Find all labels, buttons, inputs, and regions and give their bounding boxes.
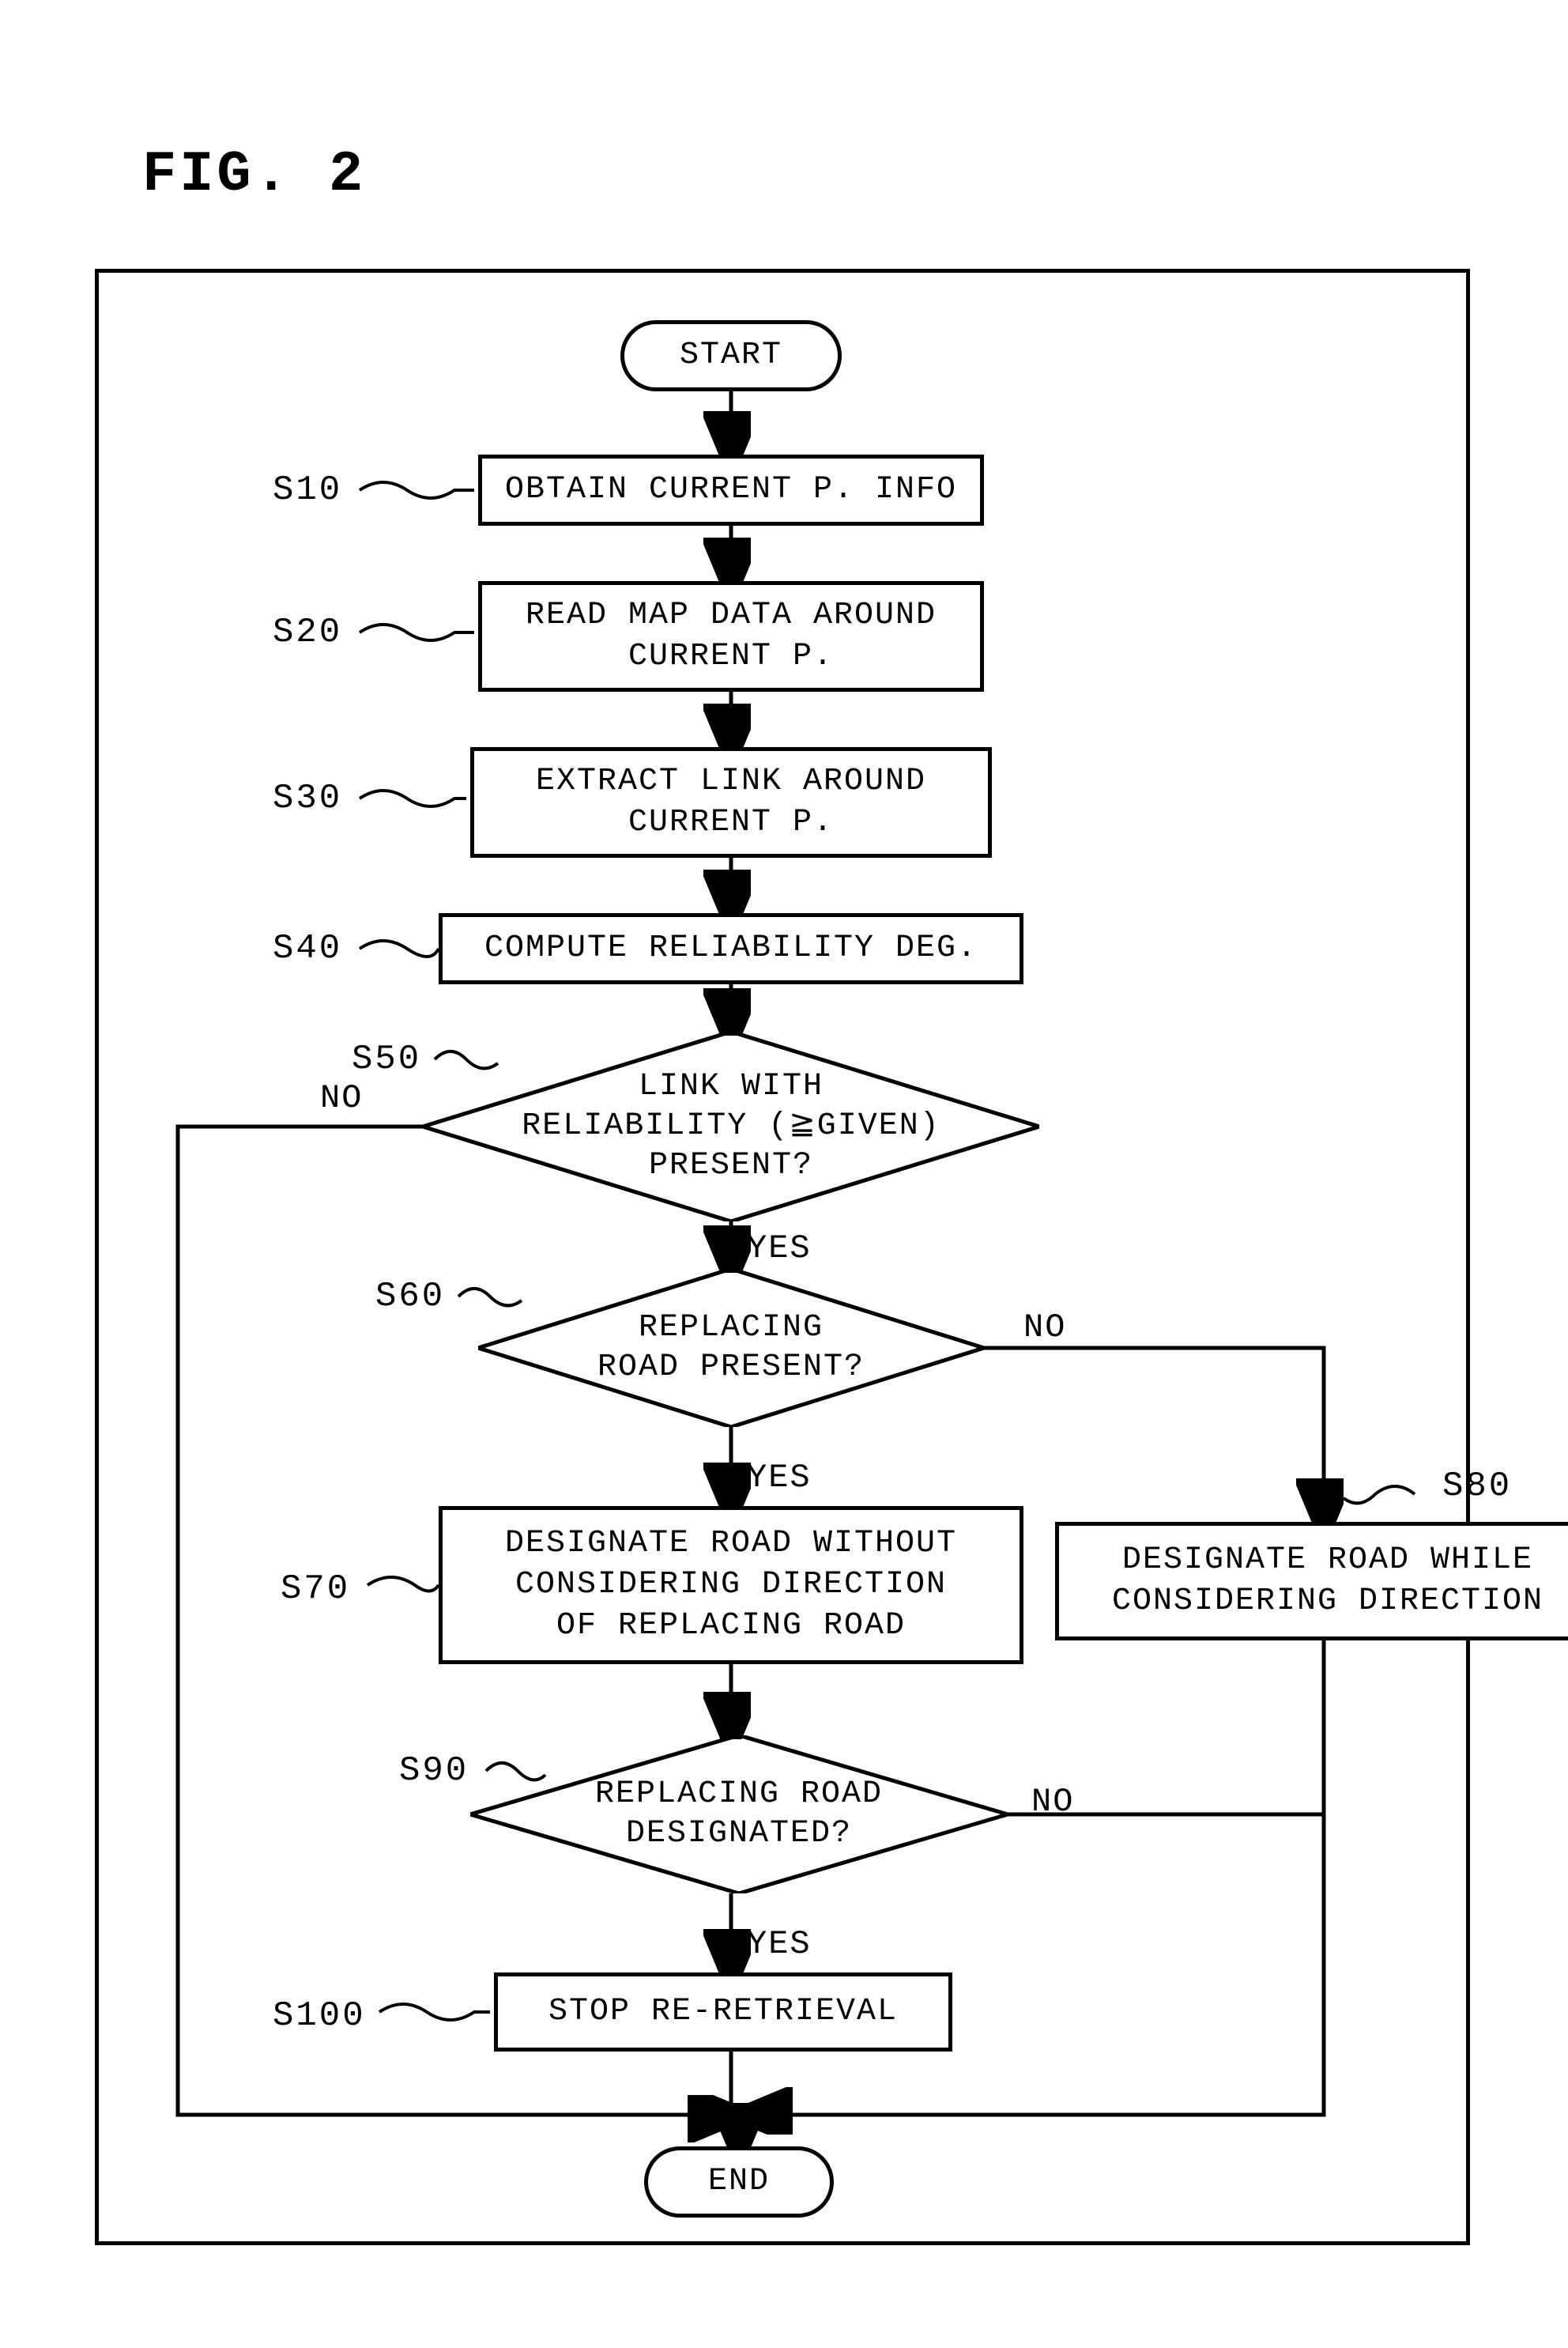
step-label-s60: S60 bbox=[375, 1277, 445, 1316]
edge-s60-yes: YES bbox=[747, 1459, 812, 1497]
step-label-s30: S30 bbox=[273, 779, 342, 818]
edge-s60-no: NO bbox=[1023, 1308, 1066, 1346]
step-label-s10: S10 bbox=[273, 470, 342, 510]
step-label-s80: S80 bbox=[1442, 1467, 1512, 1506]
figure-title: FIG. 2 bbox=[142, 142, 366, 207]
step-label-s100: S100 bbox=[273, 1996, 366, 2036]
edge-s50-no: NO bbox=[320, 1079, 363, 1117]
step-label-s20: S20 bbox=[273, 613, 342, 652]
step-label-s50: S50 bbox=[352, 1040, 421, 1079]
edge-s90-yes: YES bbox=[747, 1925, 812, 1963]
edge-s50-yes: YES bbox=[747, 1229, 812, 1267]
step-label-s90: S90 bbox=[399, 1751, 469, 1791]
flowchart-container: START OBTAIN CURRENT P. INFO READ MAP DA… bbox=[95, 269, 1470, 2245]
step-label-s70: S70 bbox=[281, 1569, 350, 1609]
step-label-s40: S40 bbox=[273, 929, 342, 968]
edge-s90-no: NO bbox=[1031, 1783, 1074, 1821]
